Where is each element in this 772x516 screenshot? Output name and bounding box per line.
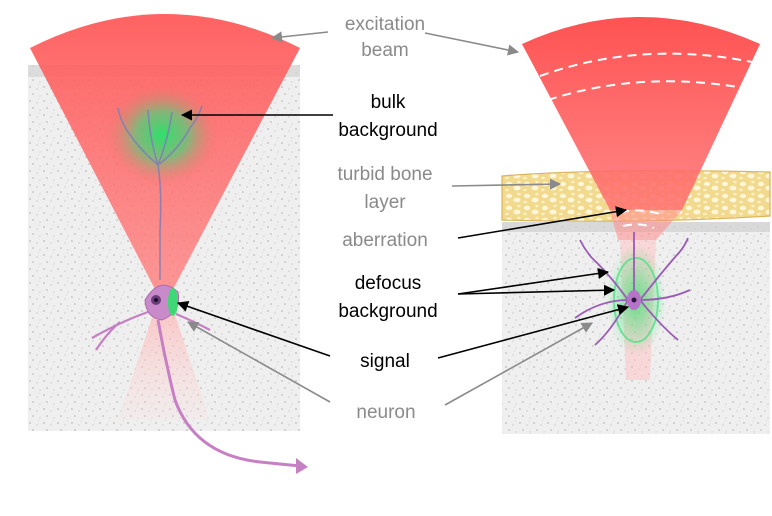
label-excitation-beam-1: excitation [345,14,425,35]
left-neuron-dendrites [117,105,203,280]
labels: excitation beam bulk background turbid b… [337,14,437,423]
arrow-aberration [457,206,628,239]
label-defocus-background-1: defocus [355,273,422,294]
left-signal-glow [168,288,178,316]
arrow-defocus-2 [457,284,616,296]
left-beam-below-focus [118,300,210,420]
axon-arrow-head [296,458,308,474]
right-excitation-cone [522,17,760,210]
arrow-neuron-right [444,322,593,406]
bulk-background-glow [104,83,220,187]
label-turbid-bone-1: turbid bone [337,164,432,185]
label-bulk-background-2: background [338,120,437,141]
arrow-beam-left [270,31,329,43]
arrow-signal-right [437,304,630,359]
label-turbid-bone-2: layer [364,192,406,213]
label-aberration: aberration [342,230,428,251]
right-panel [501,17,771,434]
arrow-signal-left [176,301,331,357]
label-neuron: neuron [356,402,415,423]
annotation-arrows [176,31,630,406]
arrow-neuron-left [187,321,331,403]
left-panel [28,14,308,474]
label-signal: signal [360,351,410,372]
arrow-defocus-1 [457,267,610,295]
arrow-beam-right [424,32,520,56]
label-defocus-background-2: background [338,301,437,322]
arrow-bone [451,178,562,190]
label-bulk-background-1: bulk [371,92,406,113]
label-excitation-beam-2: beam [361,40,409,61]
